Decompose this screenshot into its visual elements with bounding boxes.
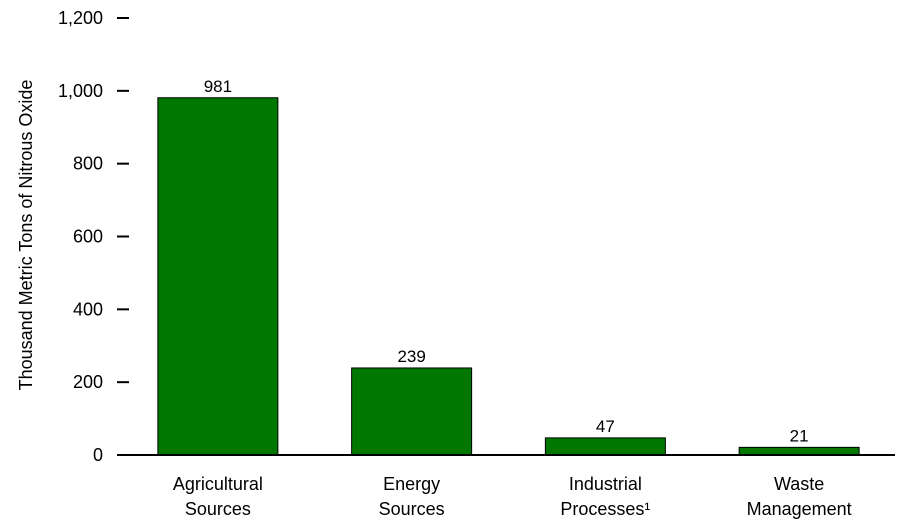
y-tick-label: 400 [73,299,103,319]
bars [157,97,860,456]
y-tick-label: 800 [73,154,103,174]
category-label: Sources [185,499,251,519]
data-labels: 981 239 47 21 [204,77,809,446]
y-tick-label: 600 [73,227,103,247]
category-label: Processes¹ [560,499,650,519]
category-label: Waste [774,474,824,494]
y-axis-label: Thousand Metric Tons of Nitrous Oxide [16,80,36,391]
data-label: 239 [397,347,425,366]
category-label: Energy [383,474,440,494]
x-axis: Agricultural Sources Energy Sources Industri… [120,454,895,519]
bar [351,367,473,456]
category-label: Sources [379,499,445,519]
y-tick-label: 200 [73,372,103,392]
y-tick-label: 0 [93,445,103,465]
category-label: Agricultural [173,474,263,494]
y-axis: 0 200 400 600 800 1,000 1,200 [58,8,129,465]
bar [738,446,860,456]
bar [544,437,666,456]
category-label: Management [747,499,852,519]
y-tick-label: 1,000 [58,81,103,101]
y-tick-label: 1,200 [58,8,103,28]
data-label: 21 [790,426,809,445]
category-label: Industrial [569,474,642,494]
bar [157,97,279,456]
data-label: 981 [204,77,232,96]
data-label: 47 [596,417,615,436]
